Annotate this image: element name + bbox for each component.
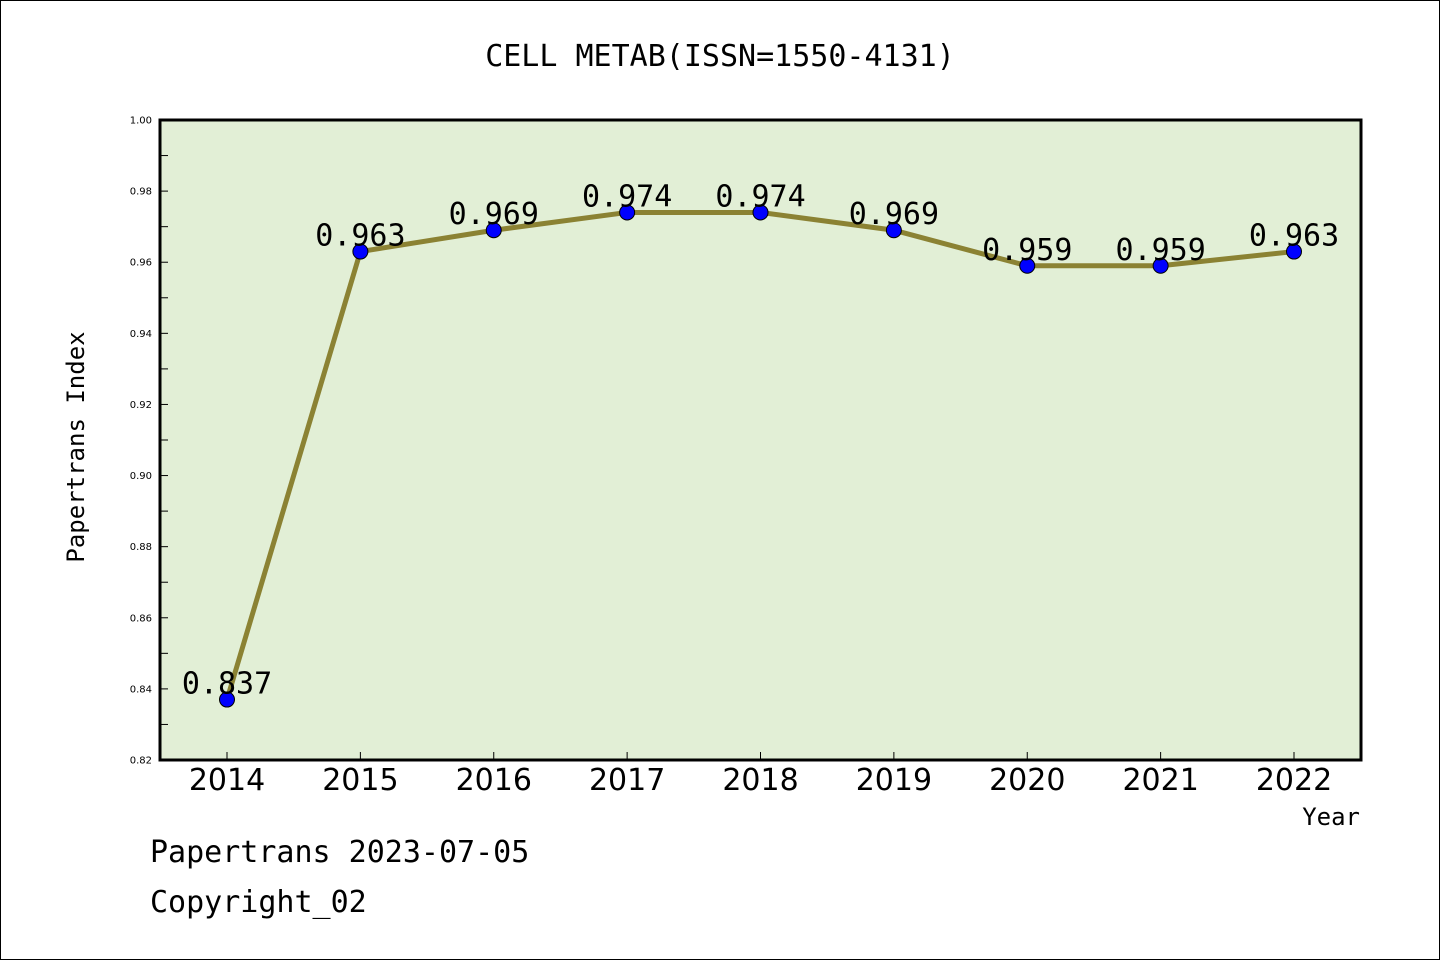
data-point-marker bbox=[619, 204, 636, 221]
y-tick-label: 0.92 bbox=[130, 400, 152, 411]
x-tick-label: 2015 bbox=[322, 763, 398, 798]
footer-copyright: Copyright_02 bbox=[150, 885, 367, 920]
data-point-marker bbox=[352, 243, 369, 260]
x-tick-label: 2020 bbox=[989, 763, 1065, 798]
x-tick-label: 2018 bbox=[722, 763, 798, 798]
y-tick-label: 0.84 bbox=[130, 684, 152, 695]
y-tick-label: 1.00 bbox=[130, 116, 152, 127]
data-label: 0.959 bbox=[1115, 233, 1205, 268]
data-point-marker bbox=[752, 204, 769, 221]
data-label: 0.974 bbox=[715, 179, 805, 214]
x-tick-label: 2014 bbox=[189, 763, 265, 798]
footer-date: Papertrans 2023-07-05 bbox=[150, 835, 530, 870]
x-tick-label: 2016 bbox=[456, 763, 532, 798]
x-tick-label: 2022 bbox=[1256, 763, 1332, 798]
data-label: 0.963 bbox=[1249, 219, 1339, 254]
data-label: 0.969 bbox=[449, 197, 539, 232]
y-tick-label: 0.94 bbox=[130, 329, 152, 340]
data-label: 0.963 bbox=[315, 219, 405, 254]
data-point-marker bbox=[1286, 243, 1302, 260]
x-tick-label: 2021 bbox=[1122, 763, 1198, 798]
y-tick-label: 0.90 bbox=[130, 471, 152, 482]
y-axis: 0.82 0.84 0.86 0.88 0.90 0.92 0.94 0.96 0.98 1.00 bbox=[130, 116, 168, 767]
y-tick-label: 0.86 bbox=[130, 613, 152, 624]
data-label: 0.959 bbox=[982, 233, 1072, 268]
x-axis-label: Year bbox=[1302, 803, 1360, 831]
y-tick-label: 0.98 bbox=[130, 187, 152, 198]
data-label: 0.837 bbox=[182, 667, 272, 702]
y-tick-label: 0.88 bbox=[130, 542, 152, 553]
chart-title: CELL METAB(ISSN=1550-4131) bbox=[485, 39, 955, 74]
y-tick-label: 0.82 bbox=[130, 756, 152, 767]
data-point-marker bbox=[1152, 257, 1169, 274]
data-point-marker bbox=[485, 222, 502, 239]
series-group: 0.837 0.963 0.969 0.974 0.974 0.969 0.959 0.959… bbox=[182, 179, 1339, 708]
data-point-marker bbox=[885, 222, 902, 239]
x-tick-label: 2019 bbox=[856, 763, 932, 798]
x-axis: 2014 2015 2016 2017 2018 2019 2020 2021 2022 bbox=[189, 752, 1332, 798]
x-tick-label: 2017 bbox=[589, 763, 665, 798]
data-point-marker bbox=[1019, 257, 1036, 274]
y-tick-label: 0.96 bbox=[130, 258, 152, 269]
data-point-marker bbox=[219, 691, 235, 708]
plot-area bbox=[158, 118, 1363, 762]
data-label: 0.974 bbox=[582, 179, 672, 214]
data-label: 0.969 bbox=[849, 197, 939, 232]
y-axis-label: Papertrans Index bbox=[62, 331, 90, 562]
